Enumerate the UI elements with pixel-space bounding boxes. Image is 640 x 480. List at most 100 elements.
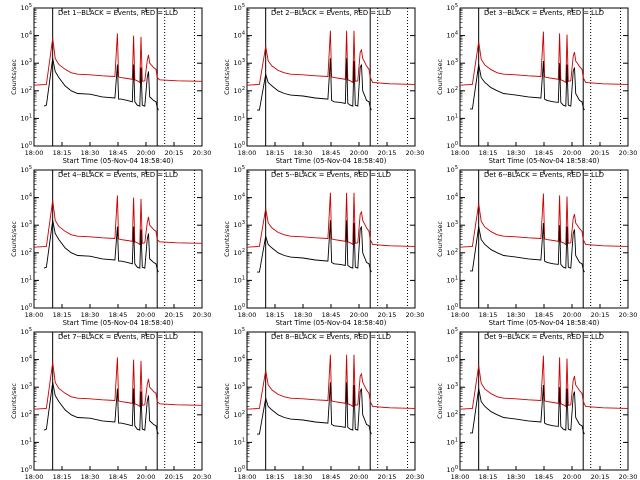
y-tick-label: 103 — [234, 58, 245, 67]
y-tick-label: 105 — [234, 327, 245, 336]
y-axis-label: Counts/sec — [10, 221, 18, 257]
x-tick-label: 20:00 — [563, 311, 582, 319]
x-tick-label: 18:30 — [294, 311, 313, 319]
y-tick-label: 105 — [234, 3, 245, 12]
panel-title: Det 3--BLACK = Events, RED = LLD — [484, 9, 604, 17]
x-axis-label: Start Time (05-Nov-04 18:58:40) — [489, 157, 600, 165]
y-tick-label: 102 — [21, 86, 32, 95]
y-tick-label: 102 — [21, 248, 32, 257]
lld-series-line — [33, 357, 203, 410]
x-tick-label: 20:00 — [137, 473, 156, 480]
y-tick-label: 101 — [447, 437, 458, 446]
x-tick-label: 20:15 — [591, 149, 610, 157]
lld-series-line — [246, 354, 416, 410]
lld-series-line — [246, 30, 416, 86]
y-tick-label: 104 — [447, 355, 458, 364]
y-tick-label: 100 — [447, 465, 458, 474]
x-tick-label: 18:30 — [81, 149, 100, 157]
panel-title: Det 4--BLACK = Events, RED = LLD — [58, 171, 178, 179]
x-tick-label: 20:15 — [378, 311, 397, 319]
y-tick-label: 104 — [234, 193, 245, 202]
y-tick-label: 101 — [21, 437, 32, 446]
x-tick-label: 18:30 — [507, 311, 526, 319]
panel-title: Det 7--BLACK = Events, RED = LLD — [58, 333, 178, 341]
lld-series-line — [459, 193, 629, 248]
x-tick-label: 20:00 — [563, 473, 582, 480]
y-tick-label: 104 — [21, 31, 32, 40]
y-tick-label: 101 — [447, 113, 458, 122]
events-series-line — [43, 220, 159, 273]
x-tick-label: 20:00 — [563, 149, 582, 157]
x-tick-label: 18:15 — [266, 311, 285, 319]
panel-title: Det 2--BLACK = Events, RED = LLD — [271, 9, 391, 17]
y-tick-label: 104 — [447, 31, 458, 40]
y-tick-label: 103 — [447, 382, 458, 391]
y-tick-label: 100 — [21, 465, 32, 474]
y-axis-label: Counts/sec — [223, 383, 231, 419]
detector-panel: 18:00 18:15 18:30 18:45 20:00 20:15 20:30 100 10… — [10, 327, 211, 480]
y-tick-label: 103 — [21, 220, 32, 229]
lld-series-line — [459, 355, 629, 410]
y-tick-label: 101 — [234, 275, 245, 284]
x-tick-label: 18:45 — [535, 311, 554, 319]
x-tick-label: 18:45 — [322, 473, 341, 480]
y-tick-label: 101 — [447, 275, 458, 284]
x-tick-label: 20:00 — [350, 311, 369, 319]
y-axis-label: Counts/sec — [436, 221, 444, 257]
events-series-line — [257, 220, 372, 273]
x-tick-label: 18:30 — [81, 311, 100, 319]
x-tick-label: 20:00 — [350, 473, 369, 480]
x-tick-label: 18:30 — [81, 473, 100, 480]
detector-panel: 18:00 18:15 18:30 18:45 20:00 20:15 20:30 100 10… — [436, 327, 637, 480]
x-tick-label: 18:45 — [109, 149, 128, 157]
events-series-line — [470, 384, 585, 435]
y-tick-label: 104 — [21, 193, 32, 202]
x-tick-label: 20:15 — [378, 473, 397, 480]
lld-series-line — [33, 195, 203, 248]
y-tick-label: 104 — [234, 355, 245, 364]
y-tick-label: 101 — [234, 437, 245, 446]
events-series-line — [470, 60, 585, 111]
x-tick-label: 20:15 — [591, 311, 610, 319]
y-tick-label: 105 — [21, 327, 32, 336]
x-tick-label: 20:00 — [350, 149, 369, 157]
x-tick-label: 20:30 — [619, 149, 638, 157]
x-tick-label: 20:15 — [591, 473, 610, 480]
y-axis-label: Counts/sec — [223, 59, 231, 95]
y-axis-label: Counts/sec — [10, 383, 18, 419]
x-tick-label: 18:45 — [535, 149, 554, 157]
y-tick-label: 104 — [447, 193, 458, 202]
y-tick-label: 103 — [447, 220, 458, 229]
x-tick-label: 18:15 — [266, 149, 285, 157]
y-tick-label: 102 — [234, 248, 245, 257]
x-tick-label: 18:00 — [238, 473, 257, 480]
events-series-line — [470, 222, 585, 273]
y-tick-label: 101 — [21, 275, 32, 284]
y-tick-label: 105 — [234, 165, 245, 174]
y-tick-label: 100 — [21, 141, 32, 150]
x-tick-label: 18:15 — [53, 473, 72, 480]
y-tick-label: 105 — [21, 165, 32, 174]
y-tick-label: 104 — [234, 31, 245, 40]
x-tick-label: 18:30 — [507, 473, 526, 480]
y-tick-label: 103 — [447, 58, 458, 67]
x-tick-label: 20:30 — [193, 149, 212, 157]
detector-panel: 18:00 18:15 18:30 18:45 20:00 20:15 20:30 100 10… — [223, 327, 424, 480]
panel-title: Det 9--BLACK = Events, RED = LLD — [484, 333, 604, 341]
y-tick-label: 101 — [234, 113, 245, 122]
x-tick-label: 18:15 — [479, 149, 498, 157]
x-tick-label: 18:15 — [53, 149, 72, 157]
x-tick-label: 18:15 — [266, 473, 285, 480]
y-tick-label: 100 — [447, 303, 458, 312]
x-tick-label: 18:30 — [294, 149, 313, 157]
y-tick-label: 102 — [21, 410, 32, 419]
x-tick-label: 18:15 — [479, 473, 498, 480]
x-tick-label: 20:30 — [619, 311, 638, 319]
lld-series-line — [246, 192, 416, 248]
y-tick-label: 105 — [447, 327, 458, 336]
x-tick-label: 18:45 — [109, 311, 128, 319]
y-tick-label: 100 — [234, 141, 245, 150]
detector-panel: 18:00 18:15 18:30 18:45 20:00 20:15 20:30 100 10… — [436, 165, 637, 327]
x-tick-label: 18:30 — [294, 473, 313, 480]
x-tick-label: 20:15 — [165, 473, 184, 480]
